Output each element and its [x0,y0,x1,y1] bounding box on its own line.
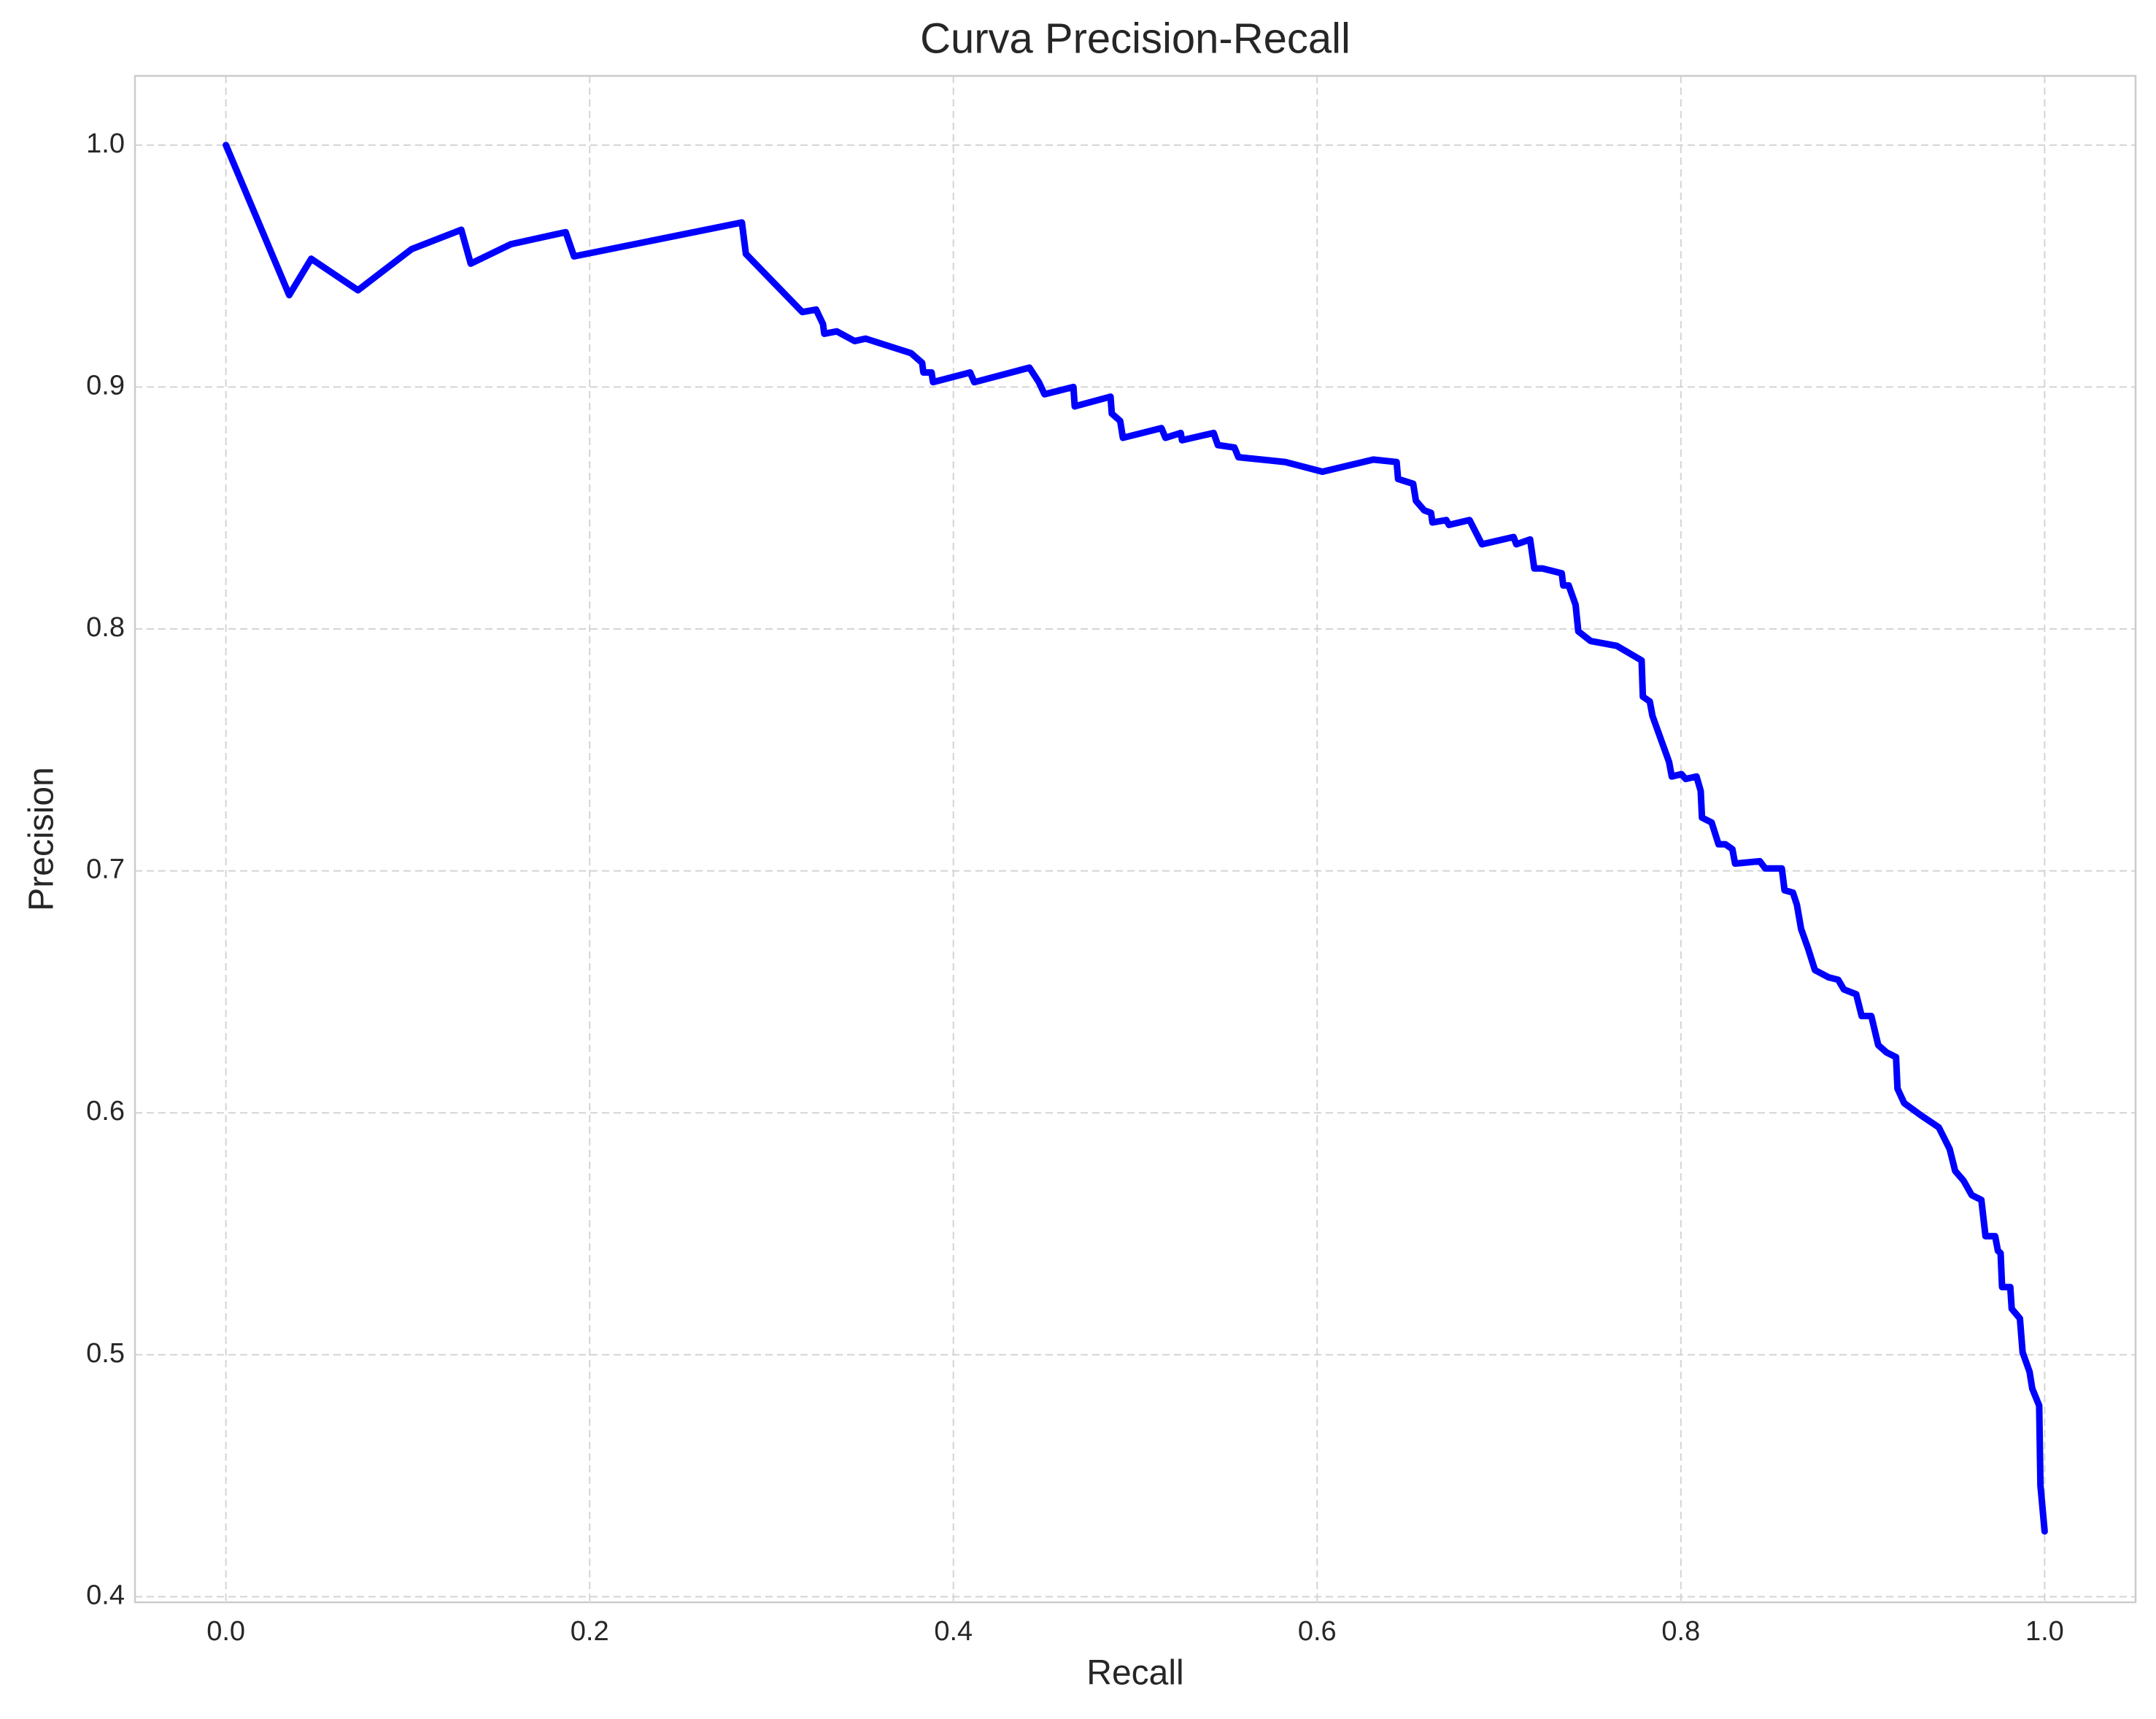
y-tick-label: 0.4 [86,1580,125,1610]
y-axis-label: Precision [23,767,61,911]
y-tick-label: 0.6 [86,1096,125,1127]
x-tick-label: 0.8 [1661,1616,1700,1647]
x-tick-label: 0.6 [1298,1616,1337,1647]
grid [135,76,2136,1602]
x-tick-label: 0.0 [206,1616,245,1647]
y-tick-label: 0.8 [86,612,125,643]
y-tick-label: 0.7 [86,854,125,885]
y-tick-label: 1.0 [86,128,125,159]
plot-frame [134,74,2137,1604]
plot-area [223,142,2048,1535]
tick-labels: 0.0 0.2 0.4 0.6 0.8 1.0 0.4 0.5 0.6 0.7 0.8 0.9 1.0 [86,128,2064,1647]
chart-title: Curva Precision-Recall [920,15,1351,62]
x-tick-label: 0.4 [934,1616,973,1647]
y-tick-label: 0.5 [86,1338,125,1369]
x-tick-label: 0.2 [571,1616,609,1647]
x-axis-label: Recall [1086,1654,1183,1693]
x-tick-label: 1.0 [2025,1616,2064,1647]
pr-curve [223,142,2048,1535]
y-tick-label: 0.9 [86,370,125,401]
